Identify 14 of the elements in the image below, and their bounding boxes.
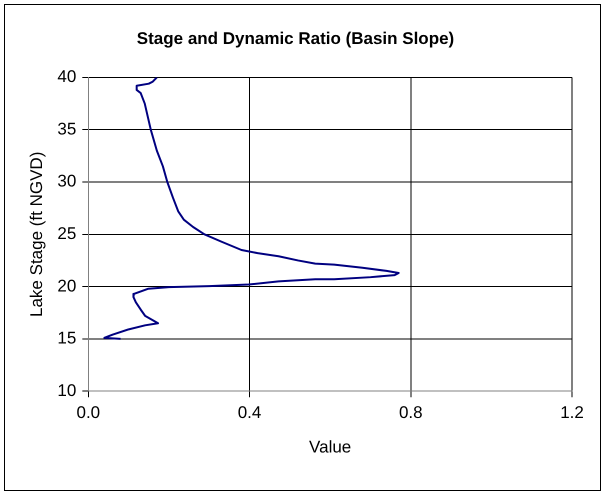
- x-tick-label: 0.8: [398, 403, 423, 422]
- y-tick-label: 35: [57, 119, 76, 138]
- x-tick-label: 0.4: [238, 403, 262, 422]
- x-tick-label: 0.0: [76, 403, 100, 422]
- y-axis-title: Lake Stage (ft NGVD): [26, 152, 46, 317]
- y-tick-label: 20: [57, 276, 76, 296]
- y-tick-label: 15: [57, 328, 76, 348]
- y-tick-label: 25: [57, 224, 76, 243]
- y-tick-label: 30: [57, 172, 76, 191]
- chart-title: Stage and Dynamic Ratio (Basin Slope): [136, 28, 454, 48]
- x-axis-title: Value: [309, 437, 352, 456]
- x-tick-label: 1.2: [560, 403, 584, 422]
- y-tick-label: 40: [57, 67, 76, 86]
- y-tick-label: 10: [57, 380, 76, 400]
